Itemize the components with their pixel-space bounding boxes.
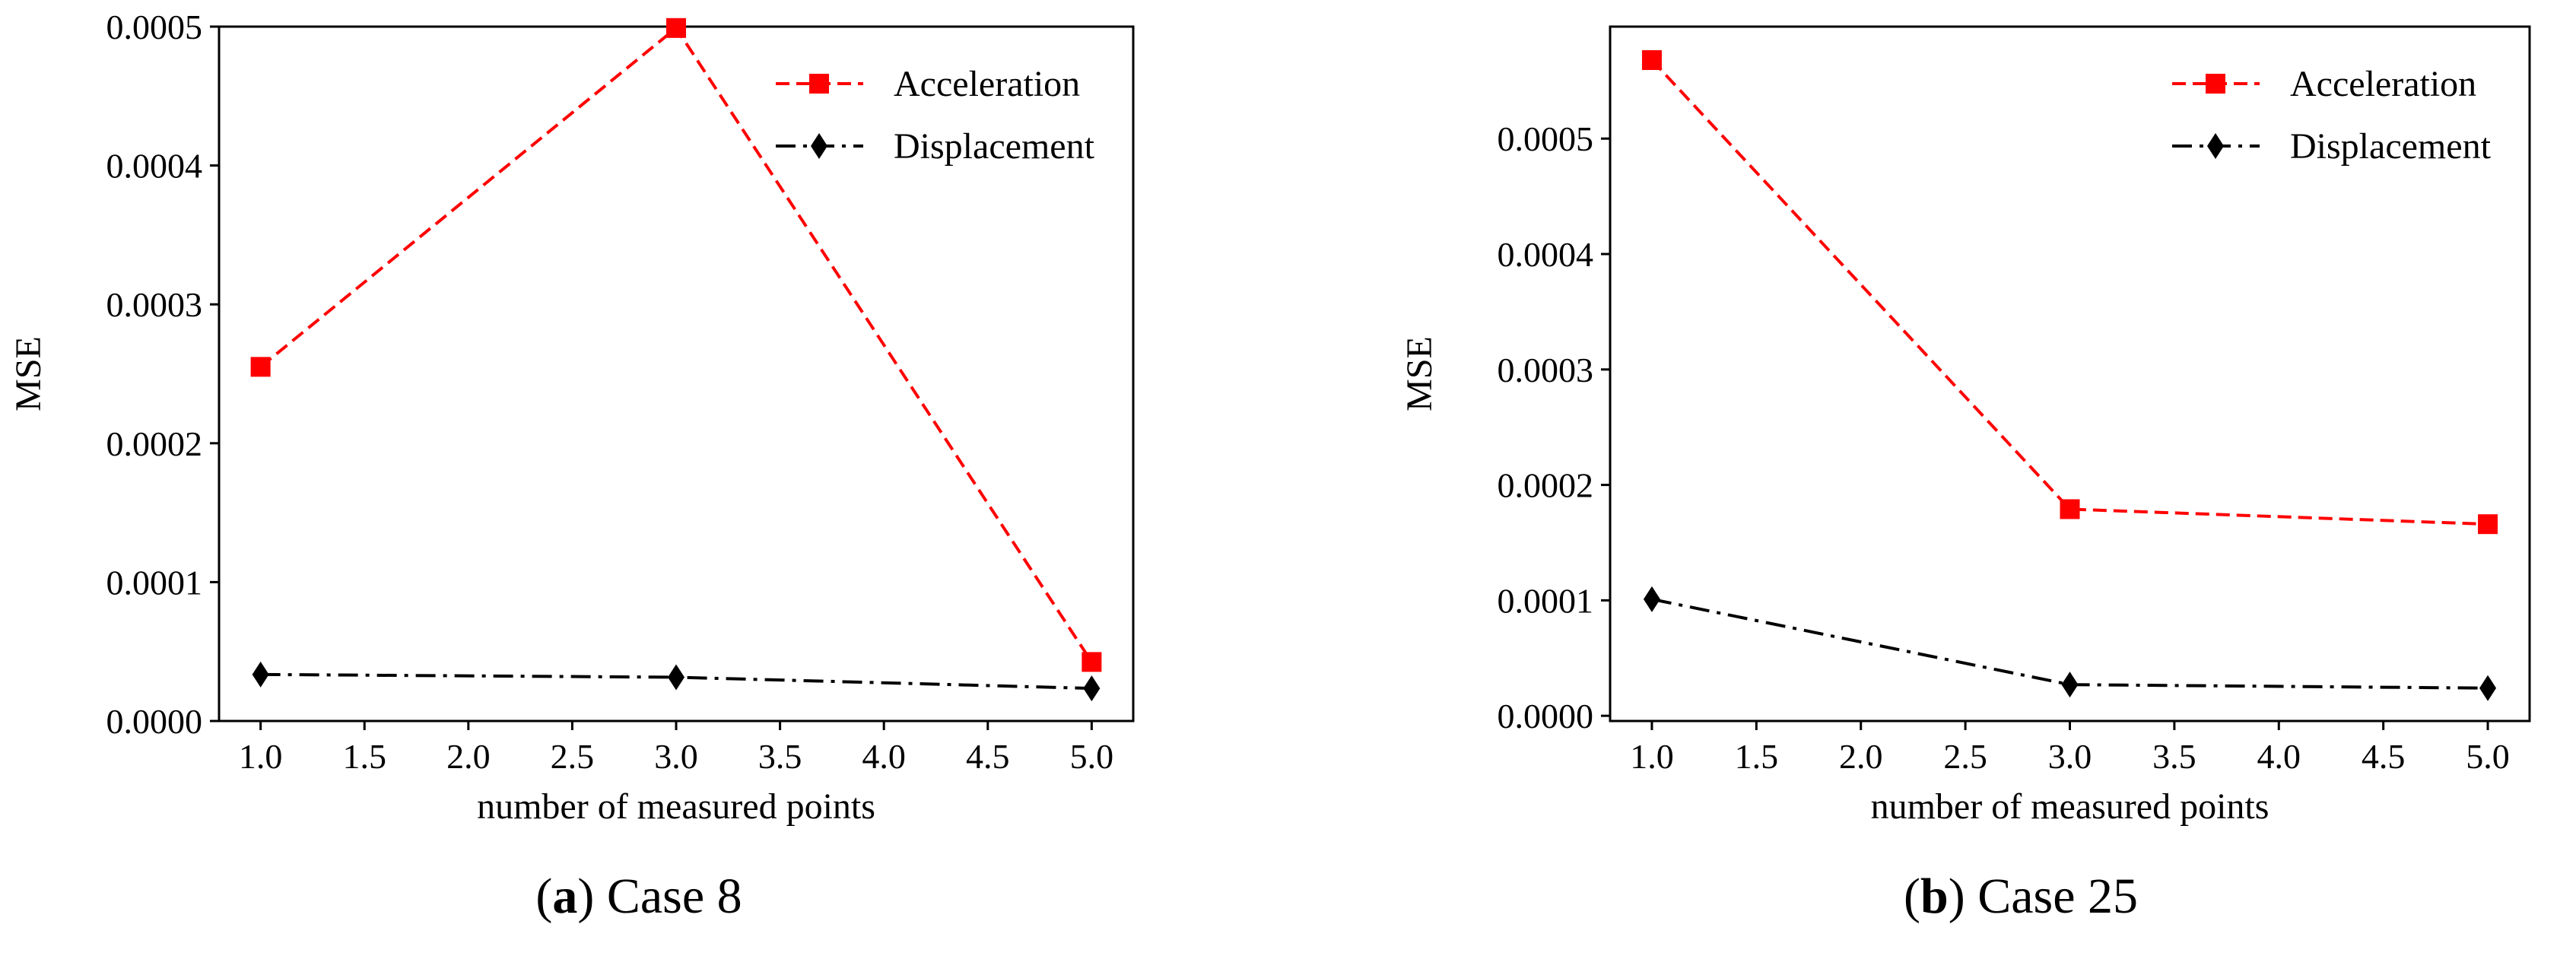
data-point-acceleration bbox=[1082, 652, 1102, 672]
x-tick-label: 5.0 bbox=[1070, 737, 1114, 776]
legend-label-displacement: Displacement bbox=[894, 126, 1095, 167]
x-tick-label: 4.0 bbox=[862, 737, 906, 776]
data-point-displacement bbox=[2479, 675, 2497, 701]
x-tick-label: 4.5 bbox=[966, 737, 1010, 776]
y-tick-label: 0.0004 bbox=[1498, 235, 1594, 274]
x-tick-label: 3.0 bbox=[654, 737, 698, 776]
y-tick-label: 0.0000 bbox=[1498, 697, 1594, 735]
data-point-displacement bbox=[252, 661, 269, 688]
data-point-displacement bbox=[1083, 675, 1101, 702]
y-tick-label: 0.0001 bbox=[1498, 581, 1594, 620]
legend-marker-diamond bbox=[811, 133, 827, 159]
y-tick-label: 0.0004 bbox=[106, 147, 203, 186]
legend-marker-diamond bbox=[2207, 133, 2224, 159]
data-point-displacement bbox=[1643, 586, 1660, 612]
y-axis-label: MSE bbox=[1399, 336, 1440, 411]
y-tick-label: 0.0003 bbox=[106, 285, 203, 324]
x-tick-label: 1.5 bbox=[1735, 737, 1779, 776]
x-tick-label: 2.0 bbox=[1839, 737, 1883, 776]
y-tick-label: 0.0002 bbox=[106, 424, 203, 463]
x-tick-label: 2.0 bbox=[446, 737, 491, 776]
legend-marker-square bbox=[2206, 74, 2225, 94]
panel-a: 1.0 1.5 2.0 2.5 3.0 3.5 4.0 4.5 5.0 0.0000 0.0001 0… bbox=[8, 8, 1135, 924]
caption-text: Case 25 bbox=[1965, 869, 2138, 924]
x-axis-label: number of measured points bbox=[1871, 786, 2269, 827]
series-line-acceleration bbox=[1650, 59, 2489, 526]
y-tick-label: 0.0002 bbox=[1498, 466, 1594, 505]
x-tick-label: 1.5 bbox=[342, 737, 386, 776]
data-point-displacement bbox=[668, 664, 684, 691]
data-point-acceleration bbox=[250, 357, 271, 377]
x-tick-label: 4.0 bbox=[2257, 737, 2301, 776]
legend-label-acceleration: Acceleration bbox=[894, 64, 1080, 104]
x-tick-label: 5.0 bbox=[2466, 737, 2510, 776]
x-tick-label: 2.5 bbox=[551, 737, 595, 776]
x-tick-label: 3.5 bbox=[2152, 737, 2196, 776]
caption-close: ) bbox=[577, 869, 594, 924]
legend-label-acceleration: Acceleration bbox=[2290, 64, 2476, 104]
x-tick-label: 2.5 bbox=[1943, 737, 1987, 776]
caption-text: Case 8 bbox=[594, 869, 742, 924]
data-point-acceleration bbox=[666, 17, 686, 38]
x-tick-label: 1.0 bbox=[239, 737, 283, 776]
data-point-acceleration bbox=[1641, 50, 1662, 71]
y-tick-label: 0.0001 bbox=[106, 563, 203, 602]
caption-open: ( bbox=[1904, 869, 1920, 924]
caption-letter: b bbox=[1920, 869, 1949, 924]
series-line-acceleration bbox=[259, 25, 1094, 663]
y-tick-label: 0.0000 bbox=[106, 702, 203, 741]
caption-close: ) bbox=[1949, 869, 1965, 924]
x-tick-label: 3.0 bbox=[2048, 737, 2092, 776]
series-line-displacement bbox=[1651, 597, 2489, 690]
x-tick-label: 4.5 bbox=[2362, 737, 2406, 776]
caption-letter: a bbox=[552, 869, 577, 924]
x-axis-label: number of measured points bbox=[477, 786, 875, 827]
data-point-acceleration bbox=[2060, 499, 2080, 519]
caption-open: ( bbox=[535, 869, 552, 924]
y-axis-label: MSE bbox=[8, 336, 49, 411]
panel-b: 1.0 1.5 2.0 2.5 3.0 3.5 4.0 4.5 5.0 0.0000 0.0001 0… bbox=[1399, 25, 2531, 924]
y-tick-label: 0.0005 bbox=[106, 8, 203, 46]
panel-caption: (a) Case 8 bbox=[535, 869, 742, 924]
y-tick-label: 0.0003 bbox=[1498, 351, 1594, 389]
legend-marker-square bbox=[809, 74, 829, 94]
data-point-displacement bbox=[2061, 672, 2079, 698]
data-point-acceleration bbox=[2478, 514, 2498, 535]
y-tick-label: 0.0005 bbox=[1498, 119, 1594, 158]
x-tick-label: 1.0 bbox=[1630, 737, 1674, 776]
legend-label-displacement: Displacement bbox=[2290, 126, 2492, 167]
x-tick-label: 3.5 bbox=[758, 737, 802, 776]
panel-caption: (b) Case 25 bbox=[1904, 869, 2138, 924]
